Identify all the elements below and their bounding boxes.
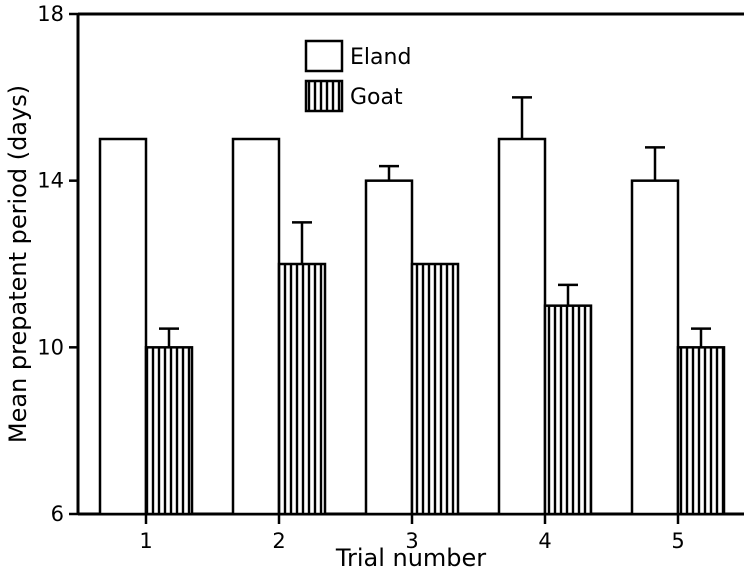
legend-swatch-eland	[304, 39, 344, 73]
x-tick-label: 1	[139, 529, 152, 553]
y-tick-label: 14	[37, 169, 64, 193]
bar-goat-4	[543, 304, 593, 516]
x-ticks: 1 2 3 4 5	[139, 514, 685, 553]
x-axis-title: Trial number	[335, 544, 486, 572]
legend-swatch-goat	[304, 79, 344, 113]
bar-goat-2	[277, 262, 327, 516]
bar-goat-5	[676, 346, 726, 516]
bar-eland-2	[231, 137, 281, 516]
legend-label-eland: Eland	[350, 45, 411, 70]
y-ticks: 6 10 14 18	[37, 2, 78, 526]
y-tick-label: 6	[51, 502, 64, 526]
y-tick-label: 18	[37, 2, 64, 26]
x-tick-label: 4	[538, 529, 551, 553]
bar-goat-3	[410, 262, 460, 516]
bar-eland-5	[630, 179, 680, 516]
bar-eland-3	[364, 179, 414, 516]
legend-label-goat: Goat	[350, 85, 403, 110]
bar-eland-1	[98, 137, 148, 516]
bar-eland-4	[497, 137, 547, 516]
bar-goat-1	[144, 346, 194, 516]
y-axis-title: Mean prepatent period (days)	[4, 85, 32, 443]
bars	[98, 96, 726, 516]
x-tick-label: 2	[272, 529, 285, 553]
x-tick-label: 3	[405, 529, 418, 553]
legend: Eland Goat	[304, 39, 411, 113]
y-tick-label: 10	[37, 335, 64, 359]
x-tick-label: 5	[671, 529, 684, 553]
